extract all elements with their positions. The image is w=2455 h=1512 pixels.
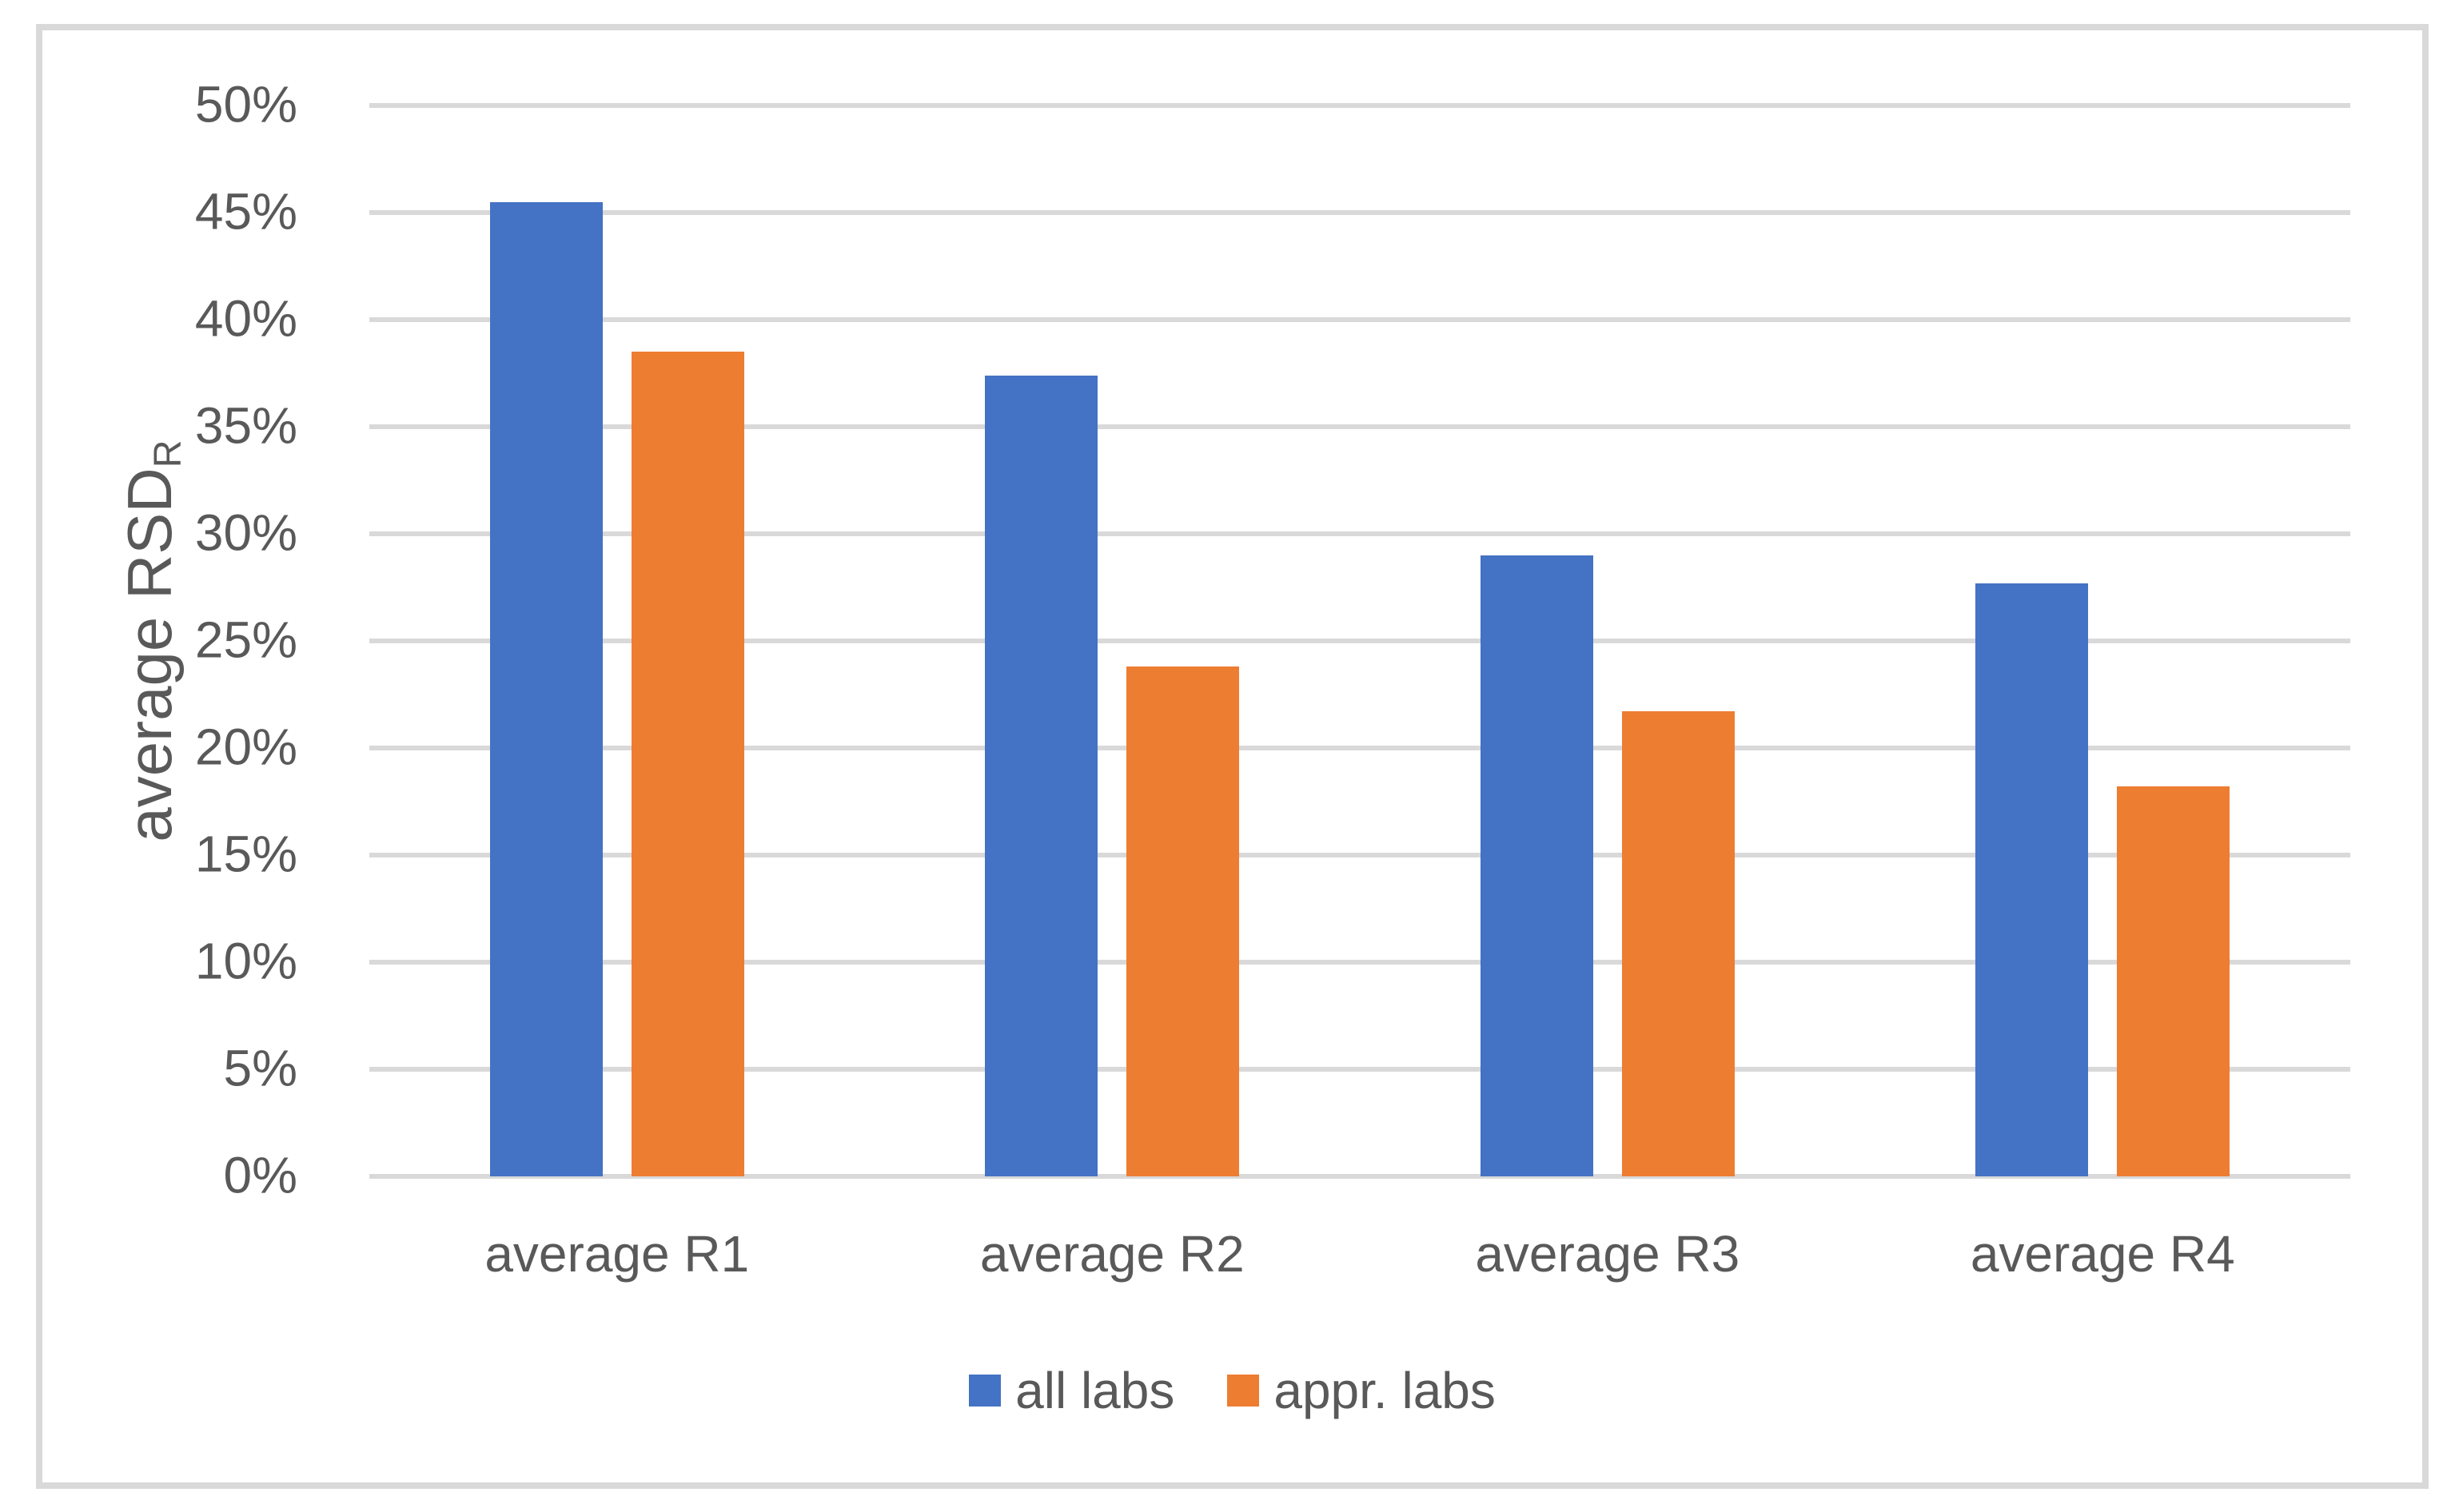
legend-swatch-appr-labs [1227,1375,1260,1407]
y-tick-label-50%: 50% [194,75,297,133]
gridline-10% [369,960,2350,965]
y-tick-label-45%: 45% [194,182,297,241]
gridline-30% [369,531,2350,536]
bar-appr-labs-average-R4 [2117,786,2230,1176]
bar-all-labs-average-R1 [489,201,603,1176]
y-tick-label-25%: 25% [194,611,297,669]
legend-entry-all-labs: all labs [969,1361,1174,1420]
bar-appr-labs-average-R2 [1126,666,1240,1176]
y-tick-label-35%: 35% [194,396,297,455]
bar-all-labs-average-R4 [1975,583,2089,1176]
bar-all-labs-average-R2 [985,375,1098,1176]
gridline-25% [369,639,2350,643]
y-tick-label-5%: 5% [223,1039,298,1097]
y-tick-label-30%: 30% [194,503,297,562]
gridline-5% [369,1067,2350,1072]
x-axis-line [369,1174,2350,1179]
legend-entry-appr-labs: appr. labs [1227,1361,1496,1420]
x-category-label-average-R1: average R1 [484,1225,750,1283]
legend-label-all-labs: all labs [1015,1362,1175,1419]
gridline-45% [369,210,2350,215]
bar-all-labs-average-R3 [1480,555,1593,1176]
y-tick-label-40%: 40% [194,289,297,348]
y-tick-label-20%: 20% [194,718,297,776]
y-tick-label-0%: 0% [223,1146,298,1204]
gridline-40% [369,317,2350,322]
gridline-20% [369,746,2350,750]
legend: all labs appr. labs [36,1357,2429,1424]
bar-appr-labs-average-R1 [631,352,744,1176]
x-category-label-average-R3: average R3 [1475,1225,1740,1283]
gridline-50% [369,103,2350,108]
gridline-15% [369,853,2350,857]
y-tick-label-10%: 10% [194,932,297,990]
legend-label-appr-labs: appr. labs [1273,1362,1496,1419]
gridline-35% [369,424,2350,429]
bar-appr-labs-average-R3 [1621,711,1735,1176]
plot-area [369,103,2350,1179]
x-category-label-average-R4: average R4 [1970,1225,2235,1283]
y-tick-label-15%: 15% [194,825,297,883]
x-category-label-average-R2: average R2 [979,1225,1245,1283]
legend-swatch-all-labs [969,1375,1002,1407]
